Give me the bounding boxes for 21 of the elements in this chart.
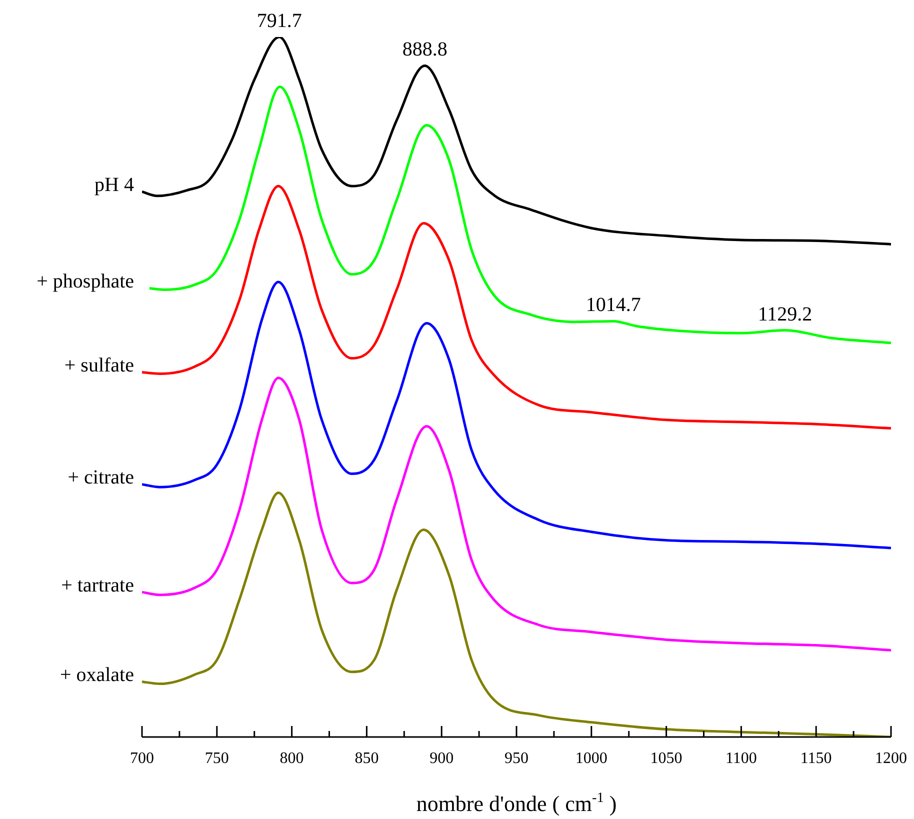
- series-label: pH 4: [94, 174, 134, 196]
- series-label: + citrate: [68, 466, 134, 489]
- annotation: 1014.7: [586, 294, 641, 316]
- x-tick-label: 1200: [875, 750, 907, 768]
- x-tick-label: 1100: [725, 750, 757, 768]
- x-tick-label: 900: [430, 750, 454, 768]
- series-label: + oxalate: [60, 664, 134, 686]
- x-tick-label: 700: [130, 750, 154, 768]
- annotation: 888.8: [402, 38, 448, 61]
- series-label: + tartrate: [61, 574, 134, 596]
- annotation: 791.7: [256, 10, 302, 32]
- series-label: + sulfate: [64, 354, 134, 377]
- x-tick-label: 850: [354, 750, 379, 768]
- x-tick-label: 1150: [800, 750, 832, 768]
- x-tick-label: 950: [504, 750, 528, 768]
- x-tick-label: 1050: [650, 750, 682, 768]
- x-tick-label: 750: [204, 750, 229, 768]
- x-tick-label: 1000: [575, 750, 608, 768]
- annotation: 1129.2: [758, 303, 812, 326]
- series-label: + phosphate: [36, 270, 134, 293]
- x-tick-label: 800: [280, 750, 304, 768]
